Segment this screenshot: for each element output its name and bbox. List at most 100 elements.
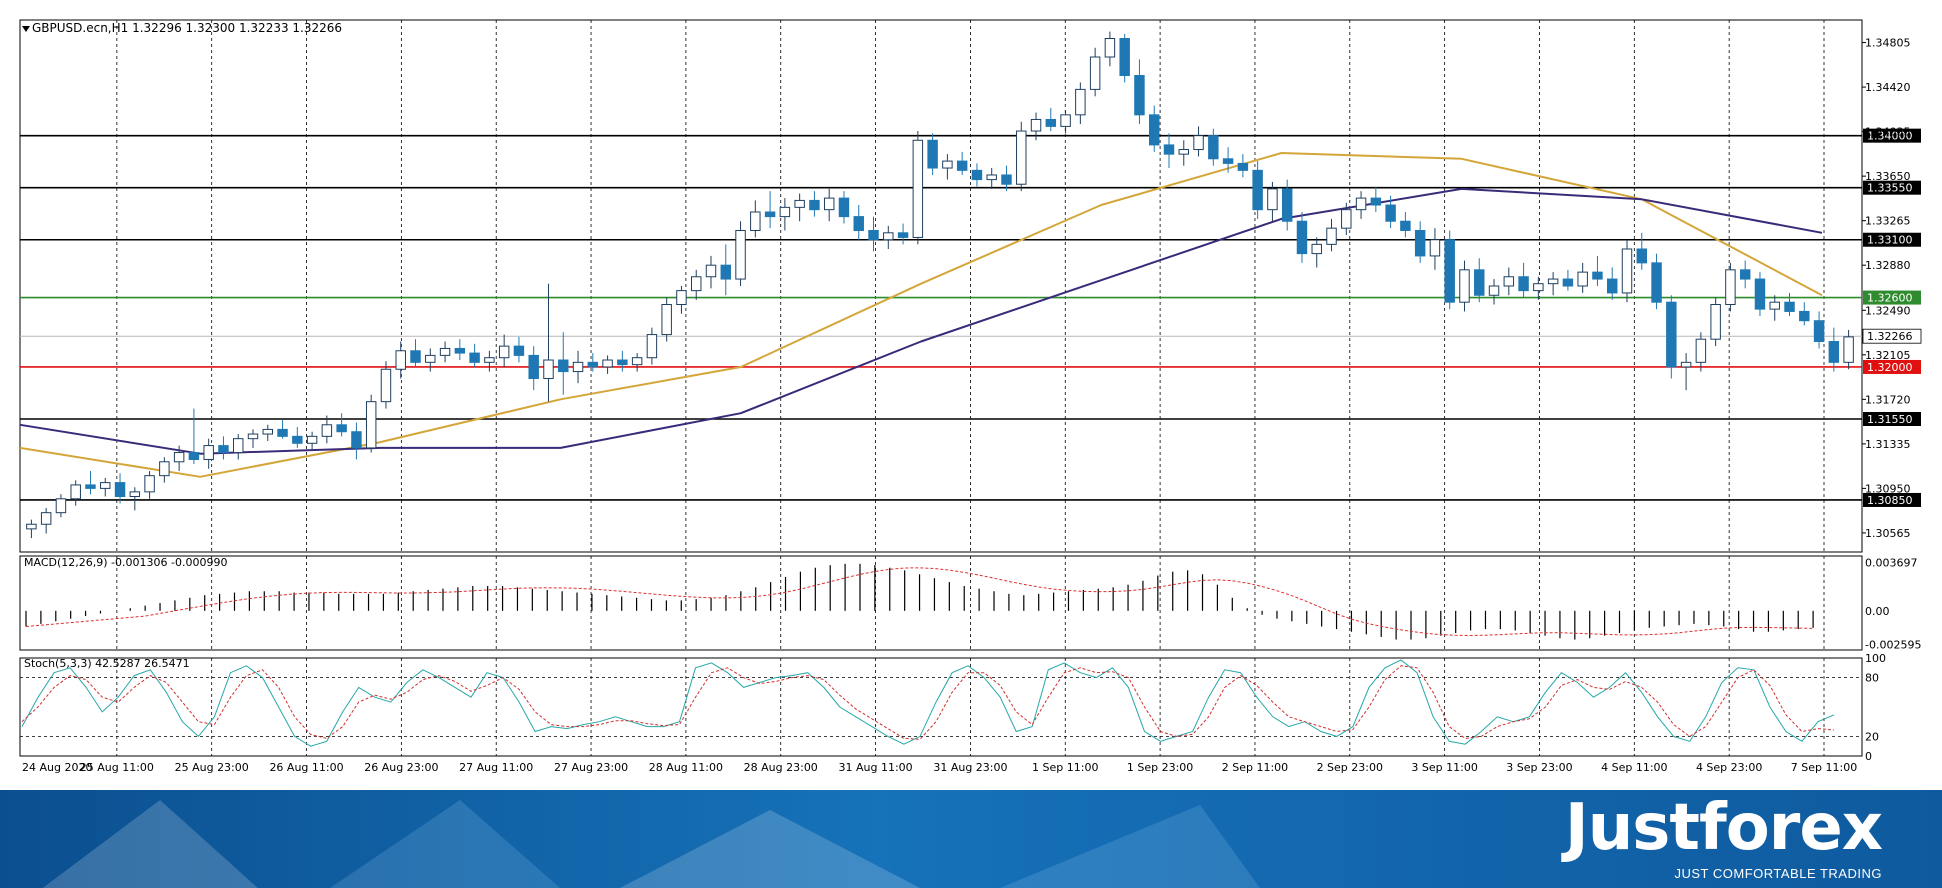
candle-body xyxy=(26,523,37,530)
candle-body xyxy=(1104,38,1116,58)
candle-body xyxy=(1754,278,1766,310)
candle-body xyxy=(558,359,569,373)
candle-body xyxy=(602,359,613,368)
candle-body xyxy=(395,350,406,370)
moving-average-line xyxy=(19,187,1823,455)
x-tick-label: 27 Aug 23:00 xyxy=(554,761,628,774)
y-tick-label: 1.33265 xyxy=(1865,215,1911,228)
y-tick-label: 1.34805 xyxy=(1865,37,1911,50)
candles xyxy=(26,31,1854,539)
candle-body xyxy=(1134,75,1145,116)
candle-body xyxy=(454,347,466,354)
candle-body xyxy=(218,445,229,454)
candle-body xyxy=(1326,227,1337,245)
candle-body xyxy=(1577,271,1588,287)
macd-tick-label: 0.003697 xyxy=(1865,557,1918,570)
candle-body xyxy=(1843,336,1854,363)
candle-body xyxy=(1414,229,1426,257)
candle-body xyxy=(1799,310,1810,322)
decorative-shape xyxy=(330,800,560,888)
stoch-panel xyxy=(20,659,1862,747)
candle-body xyxy=(410,350,421,363)
candle-body xyxy=(1060,114,1071,127)
macd-panel-frame xyxy=(19,555,1863,651)
candle-body xyxy=(1769,301,1780,310)
level-tag xyxy=(1863,128,1921,143)
candle-body xyxy=(661,304,672,336)
y-tick-label: 1.33650 xyxy=(1865,170,1911,183)
level-tag xyxy=(1863,492,1921,507)
x-tick-label: 4 Sep 11:00 xyxy=(1601,761,1667,774)
stoch-title: Stoch(5,3,3) 42.5287 26.5471 xyxy=(24,657,190,670)
stoch-tick-label: 100 xyxy=(1865,652,1886,665)
candle-body xyxy=(70,484,81,500)
candle-body xyxy=(823,197,835,211)
candle-body xyxy=(1474,269,1485,296)
stoch-tick-label: 0 xyxy=(1865,750,1872,763)
candle-body xyxy=(617,359,628,366)
candle-body xyxy=(868,229,879,241)
candle-body xyxy=(1001,174,1012,185)
candle-body xyxy=(85,484,96,489)
candle-body xyxy=(971,169,983,181)
x-tick-label: 2 Sep 11:00 xyxy=(1222,761,1288,774)
candle-body xyxy=(794,199,805,208)
level-tag-label: 1.30850 xyxy=(1867,494,1913,507)
candle-body xyxy=(1621,248,1633,294)
macd-signal-line xyxy=(25,567,1814,637)
candle-body xyxy=(572,361,584,373)
candle-body xyxy=(927,139,938,169)
level-tag xyxy=(1863,412,1921,426)
x-tick-label: 28 Aug 11:00 xyxy=(649,761,723,774)
x-tick-label: 24 Aug 2020 xyxy=(22,761,92,774)
candle-body xyxy=(247,433,259,440)
candle-body xyxy=(40,512,52,525)
candle-body xyxy=(513,345,525,356)
candle-body xyxy=(292,435,303,444)
candle-body xyxy=(159,461,170,477)
x-tick-label: 26 Aug 11:00 xyxy=(269,761,343,774)
decorative-shape xyxy=(1000,805,1260,888)
y-tick-label: 1.32105 xyxy=(1865,349,1911,362)
candle-body xyxy=(1296,220,1308,255)
candle-body xyxy=(1695,338,1707,363)
level-tag xyxy=(1863,359,1921,374)
candle-body xyxy=(1119,38,1130,77)
current-price-label: 1.32266 xyxy=(1867,330,1913,343)
price-panel-frame xyxy=(19,19,1863,553)
header-dropdown-icon xyxy=(22,26,30,32)
x-tick-label: 31 Aug 23:00 xyxy=(933,761,1007,774)
candle-body xyxy=(1592,271,1603,280)
candle-body xyxy=(631,357,643,366)
candle-body xyxy=(1222,158,1234,164)
candle-body xyxy=(1828,341,1840,363)
stoch-tick-label: 20 xyxy=(1865,730,1879,743)
candle-body xyxy=(1370,197,1382,206)
candle-body xyxy=(1341,209,1352,229)
candle-body xyxy=(942,160,953,169)
candle-body xyxy=(853,216,864,231)
candle-body xyxy=(1444,239,1455,303)
candle-body xyxy=(897,232,909,238)
candle-body xyxy=(129,491,141,497)
candle-body xyxy=(764,211,776,218)
candle-body xyxy=(365,401,377,449)
chart-canvas: 1.34000 1.33550 1.33100 1.32600 1.32000 1.315… xyxy=(19,19,1922,774)
candle-body xyxy=(1606,278,1618,294)
candle-body xyxy=(1503,276,1515,287)
level-tag xyxy=(1863,290,1921,305)
candle-body xyxy=(1089,56,1101,90)
candle-body xyxy=(690,276,702,292)
level-tag-label: 1.34000 xyxy=(1867,130,1913,143)
y-tick-label: 1.30565 xyxy=(1865,527,1911,540)
x-tick-label: 28 Aug 23:00 xyxy=(744,761,818,774)
level-tag-label: 1.33100 xyxy=(1867,234,1913,247)
x-tick-label: 3 Sep 11:00 xyxy=(1411,761,1477,774)
level-tag xyxy=(1863,180,1921,195)
candle-body xyxy=(306,435,318,444)
candle-body xyxy=(321,424,333,437)
candle-body xyxy=(720,264,732,280)
candle-body xyxy=(1075,88,1086,116)
macd-tick-label: 0.00 xyxy=(1865,605,1890,618)
